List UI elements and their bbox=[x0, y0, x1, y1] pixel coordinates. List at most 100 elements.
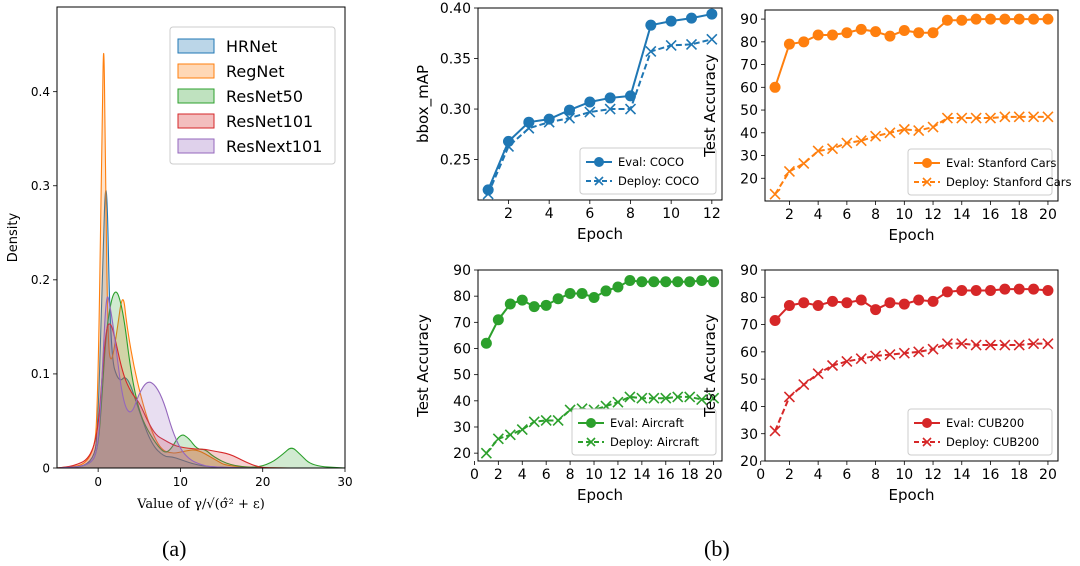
data-point bbox=[870, 304, 882, 316]
y-tick-label: 50 bbox=[740, 372, 758, 388]
x-tick-label: 2 bbox=[504, 206, 513, 222]
density-line-regnet bbox=[57, 53, 345, 468]
data-point bbox=[855, 353, 867, 365]
y-tick-label: 60 bbox=[740, 345, 758, 361]
data-point bbox=[870, 130, 882, 142]
y-tick-label: 20 bbox=[740, 454, 758, 470]
y-axis-label: Test Accuracy bbox=[414, 314, 432, 418]
y-tick-label: 80 bbox=[740, 290, 758, 306]
density-line-resnext101 bbox=[57, 296, 345, 468]
y-tick-label: 90 bbox=[740, 12, 758, 28]
data-point bbox=[884, 297, 896, 309]
legend-label: RegNet bbox=[226, 62, 284, 81]
data-point bbox=[1028, 338, 1040, 350]
data-point bbox=[970, 112, 982, 124]
data-point bbox=[927, 27, 939, 39]
data-point bbox=[600, 285, 612, 297]
y-tick-label: 50 bbox=[740, 103, 758, 119]
data-point bbox=[769, 81, 781, 93]
data-point bbox=[588, 291, 600, 303]
y-tick-label: 20 bbox=[453, 446, 471, 462]
x-tick-label: 14 bbox=[953, 467, 971, 483]
data-point bbox=[648, 276, 660, 288]
legend-swatch bbox=[177, 113, 215, 129]
data-point bbox=[798, 379, 810, 391]
data-point bbox=[898, 347, 910, 359]
data-point bbox=[552, 414, 564, 427]
data-point bbox=[576, 288, 588, 300]
data-point bbox=[769, 425, 781, 437]
data-point bbox=[685, 38, 698, 50]
data-point bbox=[636, 392, 648, 404]
data-point bbox=[841, 355, 853, 367]
data-point bbox=[798, 157, 810, 170]
data-point bbox=[624, 103, 637, 115]
y-tick-label: 30 bbox=[453, 420, 471, 436]
y-axis-label: bbox_mAP bbox=[414, 65, 433, 143]
series-line bbox=[774, 18, 1048, 88]
data-point bbox=[927, 121, 939, 133]
x-tick-label: 2 bbox=[785, 207, 794, 223]
legend-marker bbox=[586, 418, 596, 428]
legend-label: Deploy: COCO bbox=[618, 174, 699, 188]
x-tick-label: 12 bbox=[703, 206, 721, 222]
y-tick-label: 0.3 bbox=[31, 179, 50, 193]
data-point bbox=[563, 112, 576, 124]
legend-label: ResNet101 bbox=[226, 112, 313, 131]
x-tick-label: 16 bbox=[982, 207, 1000, 223]
x-axis-label: Epoch bbox=[577, 486, 623, 504]
data-point bbox=[706, 8, 718, 20]
data-point bbox=[480, 337, 492, 349]
density-area-resnet101 bbox=[57, 323, 345, 468]
caption-a: (a) bbox=[162, 536, 187, 561]
legend-label: Eval: CUB200 bbox=[946, 416, 1024, 430]
data-point bbox=[798, 297, 810, 309]
data-point bbox=[913, 346, 925, 358]
data-point bbox=[999, 111, 1011, 123]
x-tick-label: 14 bbox=[953, 207, 971, 223]
chart-cars: 2 4 6 8 10 12 14 16 18 20 20 30 40 50 60 70 80 90 Epoch Tes… bbox=[701, 9, 1071, 244]
x-tick-label: 10 bbox=[662, 206, 680, 222]
data-point bbox=[584, 106, 596, 118]
x-tick-label: 10 bbox=[895, 207, 913, 223]
plot-area bbox=[482, 8, 718, 200]
data-point bbox=[1013, 339, 1025, 351]
y-tick-label: 0.30 bbox=[440, 102, 471, 118]
data-point bbox=[898, 123, 910, 135]
y-tick-label: 80 bbox=[453, 289, 471, 305]
legend-label: Deploy: Stanford Cars bbox=[946, 175, 1071, 189]
data-point bbox=[584, 96, 596, 108]
density-area-regnet bbox=[57, 53, 345, 468]
density-area-resnet50 bbox=[57, 292, 345, 468]
series-line bbox=[774, 115, 1048, 195]
data-point bbox=[528, 301, 540, 313]
x-tick-label: 2 bbox=[494, 467, 503, 483]
data-point bbox=[636, 276, 648, 288]
data-point bbox=[660, 276, 672, 288]
data-point bbox=[855, 294, 867, 306]
data-point bbox=[884, 349, 896, 361]
data-point bbox=[540, 299, 552, 311]
data-point bbox=[941, 112, 953, 124]
data-point bbox=[1042, 338, 1054, 350]
x-tick-label: 16 bbox=[982, 467, 1000, 483]
legend-box bbox=[579, 147, 717, 195]
data-point bbox=[523, 116, 535, 128]
y-tick-label: 40 bbox=[740, 399, 758, 415]
y-tick-label: 0 bbox=[42, 461, 50, 475]
density-line-resnet50 bbox=[57, 291, 345, 468]
x-axis-label: Epoch bbox=[889, 486, 935, 504]
data-point bbox=[783, 38, 795, 50]
data-point bbox=[826, 359, 839, 372]
data-point bbox=[1042, 111, 1054, 123]
data-point bbox=[970, 13, 982, 25]
data-point bbox=[1028, 13, 1040, 25]
axes-frame bbox=[477, 269, 723, 462]
density-line-resnet101 bbox=[57, 323, 345, 468]
data-point bbox=[783, 299, 795, 311]
legend-label: HRNet bbox=[226, 37, 277, 56]
data-point bbox=[696, 274, 708, 286]
data-point bbox=[482, 184, 494, 196]
x-tick-label: 8 bbox=[871, 467, 880, 483]
data-point bbox=[660, 392, 672, 404]
